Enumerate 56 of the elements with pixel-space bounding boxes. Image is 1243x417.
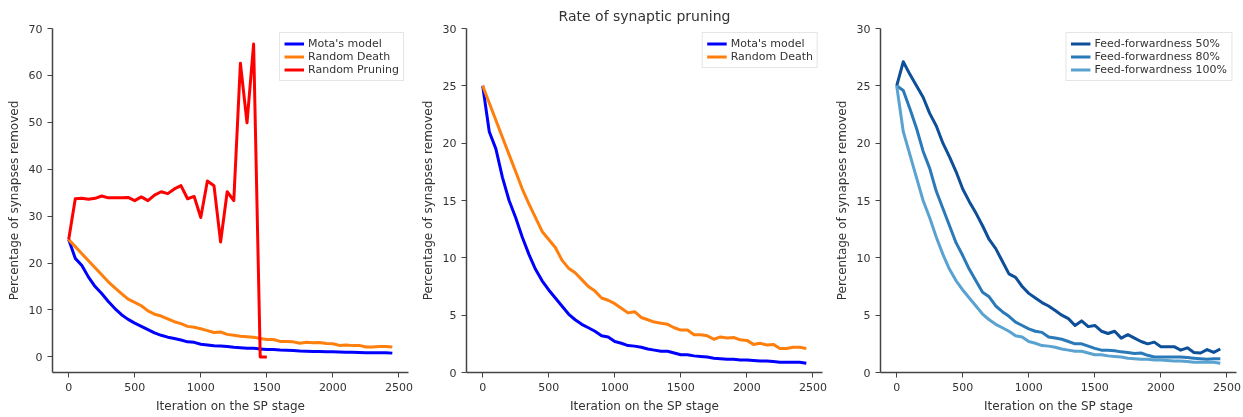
x-tick-label: 2500 — [798, 380, 827, 394]
x-tick-label: 1000 — [186, 380, 215, 394]
y-tick-label: 25 — [856, 79, 871, 93]
y-tick-label: 10 — [442, 251, 457, 265]
y-tick-label: 40 — [28, 163, 43, 177]
y-tick-label: 20 — [856, 137, 871, 151]
x-tick-label: 500 — [124, 380, 146, 394]
y-tick-label: 15 — [856, 194, 871, 208]
legend-label: Random Pruning — [308, 63, 399, 76]
x-tick-label: 0 — [65, 380, 73, 394]
chart-title: Rate of synaptic pruning — [558, 7, 731, 24]
y-tick-label: 10 — [856, 251, 871, 265]
y-tick-label: 20 — [28, 257, 43, 271]
x-tick-label: 0 — [479, 380, 487, 394]
y-tick-label: 70 — [28, 22, 43, 36]
x-tick-label: 500 — [538, 380, 560, 394]
y-axis-title: Percentage of synapses removed — [834, 100, 849, 301]
y-tick-label: 10 — [28, 303, 43, 317]
y-tick-label: 0 — [449, 366, 457, 380]
x-axis-title: Iteration on the SP stage — [570, 398, 719, 413]
x-tick-label: 500 — [952, 380, 974, 394]
x-tick-label: 1500 — [252, 380, 281, 394]
x-tick-label: 2000 — [318, 380, 347, 394]
legend-label: Feed-forwardness 100% — [1094, 63, 1227, 76]
y-tick-label: 5 — [449, 309, 457, 323]
y-tick-label: 30 — [442, 22, 457, 36]
legend-label: Random Death — [308, 50, 391, 63]
y-tick-label: 5 — [863, 309, 871, 323]
x-axis-title: Iteration on the SP stage — [984, 398, 1133, 413]
y-tick-label: 25 — [442, 79, 457, 93]
y-axis-title: Percentage of synapses removed — [420, 100, 435, 301]
legend-label: Feed-forwardness 80% — [1094, 50, 1220, 63]
y-tick-label: 15 — [442, 194, 457, 208]
y-tick-label: 0 — [35, 350, 43, 364]
legend-label: Random Death — [730, 50, 813, 63]
legend-label: Mota's model — [308, 37, 382, 50]
y-tick-label: 60 — [28, 69, 43, 83]
x-tick-label: 2500 — [384, 380, 413, 394]
x-tick-label: 1500 — [1080, 380, 1109, 394]
y-axis-title: Percentage of synapses removed — [6, 100, 21, 301]
x-tick-label: 1000 — [600, 380, 629, 394]
x-tick-label: 2000 — [1146, 380, 1175, 394]
x-axis-title: Iteration on the SP stage — [156, 398, 305, 413]
y-tick-label: 20 — [442, 137, 457, 151]
x-tick-label: 1500 — [666, 380, 695, 394]
x-tick-label: 2500 — [1212, 380, 1241, 394]
y-tick-label: 30 — [28, 210, 43, 224]
legend-label: Feed-forwardness 50% — [1094, 37, 1220, 50]
y-tick-label: 0 — [863, 366, 871, 380]
line-series — [67, 42, 269, 359]
x-tick-label: 2000 — [732, 380, 761, 394]
y-tick-label: 30 — [856, 22, 871, 36]
y-tick-label: 50 — [28, 116, 43, 130]
x-tick-label: 0 — [893, 380, 901, 394]
x-tick-label: 1000 — [1014, 380, 1043, 394]
legend-label: Mota's model — [730, 37, 805, 50]
